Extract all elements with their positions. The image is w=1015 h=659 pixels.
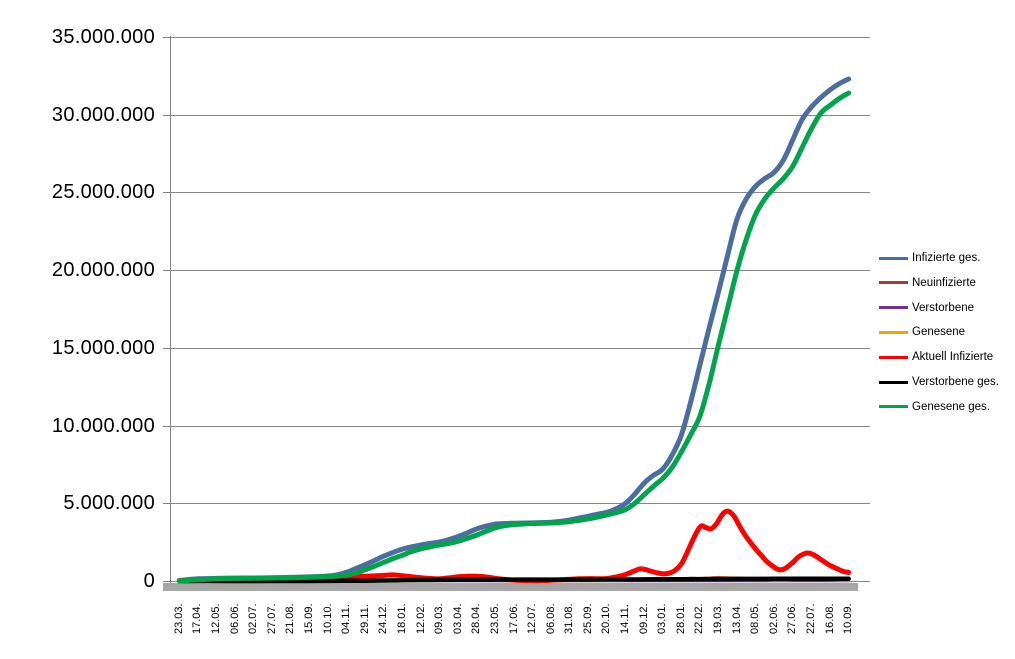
x-tick-label: 17.06.: [507, 603, 520, 634]
legend-label: Verstorbene: [912, 301, 975, 314]
legend-line-swatch: [879, 380, 908, 384]
x-tick-label: 03.04.: [451, 603, 464, 634]
x-tick-label: 28.04.: [470, 603, 483, 634]
legend-entry-neuinfizierte: Neuinfizierte: [879, 273, 976, 293]
x-tick-label: 13.04.: [730, 603, 743, 634]
x-tick-label: 08.05.: [749, 603, 762, 634]
x-tick-label: 12.02.: [414, 603, 427, 634]
legend-label: Infizierte ges.: [912, 252, 981, 264]
y-tick-label: 30.000.000: [51, 103, 155, 126]
x-tick-label: 16.08.: [823, 603, 836, 634]
legend-label: Genesene ges.: [912, 400, 991, 413]
y-tick-label: 25.000.000: [51, 181, 155, 204]
legend-entry-verstorbene-ges: Verstorbene ges.: [879, 372, 999, 392]
legend-line-swatch: [879, 405, 908, 409]
series-line-verstorbene-ges: [177, 576, 851, 584]
legend-line-swatch: [879, 306, 908, 310]
x-tick-label: 23.05.: [488, 603, 501, 634]
x-tick-label: 10.10.: [321, 603, 334, 634]
x-tick-label: 09.12.: [637, 603, 650, 634]
legend-entry-aktuell-infizierte: Aktuell Infizierte: [879, 347, 993, 367]
x-tick-label: 24.12.: [377, 603, 390, 634]
x-tick-label: 06.08.: [544, 603, 557, 634]
series-line-aktuell-infizierte: [176, 508, 852, 584]
x-tick-label: 22.02.: [693, 603, 706, 634]
x-tick-label: 06.06.: [228, 603, 241, 634]
x-tick-label: 10.09.: [842, 603, 855, 634]
x-tick-label: 28.01.: [674, 603, 687, 634]
x-tick-label: 12.07.: [526, 603, 539, 634]
y-tick-label: 0: [143, 570, 155, 592]
x-tick-label: 18.01.: [395, 603, 408, 634]
x-tick-label: 02.07.: [247, 603, 260, 634]
legend-label: Verstorbene ges.: [912, 376, 999, 388]
x-tick-label: 29.11.: [358, 604, 371, 634]
legend-line-swatch: [879, 330, 908, 334]
y-tick-label: 10.000.000: [51, 414, 155, 437]
legend-line-swatch: [879, 281, 908, 285]
x-tick-label: 31.08.: [563, 603, 576, 634]
y-tick-label: 15.000.000: [51, 336, 155, 359]
x-tick-label: 04.11.: [340, 604, 353, 634]
x-tick-label: 17.04.: [191, 603, 204, 634]
legend-line-swatch: [879, 256, 908, 260]
x-tick-label: 02.06.: [767, 603, 780, 634]
legend-label: Neuinfizierte: [912, 276, 976, 289]
x-axis-shadow-bar: [163, 583, 858, 591]
y-tick-label: 5.000.000: [63, 492, 155, 515]
legend-entry-genesene: Genesene: [879, 322, 965, 342]
x-tick-label: 14.11.: [619, 604, 632, 634]
x-tick-label: 03.01.: [656, 603, 669, 634]
x-tick-label: 21.08.: [284, 603, 297, 634]
legend-entry-verstorbene: Verstorbene: [879, 298, 974, 318]
legend-line-swatch: [879, 355, 908, 359]
x-tick-label: 27.06.: [786, 603, 799, 634]
legend-entry-genesene-ges: Genesene ges.: [879, 397, 990, 417]
y-tick-label: 35.000.000: [51, 26, 155, 48]
legend-entry-infizierte-ges: Infizierte ges.: [879, 248, 980, 268]
x-tick-label: 22.07.: [805, 603, 817, 634]
x-tick-label: 27.07.: [265, 603, 278, 634]
x-tick-label: 15.09.: [302, 603, 315, 634]
series-line-genesene-ges: [176, 90, 852, 584]
x-tick-label: 12.05.: [209, 603, 222, 634]
x-tick-label: 25.09.: [581, 603, 594, 634]
x-tick-label: 23.03.: [172, 603, 185, 634]
series-line-infizierte-ges: [176, 76, 852, 583]
legend-label: Genesene: [912, 326, 966, 339]
y-tick-label: 20.000.000: [51, 259, 155, 282]
x-tick-label: 20.10.: [600, 603, 613, 634]
x-tick-label: 19.03.: [712, 603, 725, 634]
legend-label: Aktuell Infizierte: [912, 351, 994, 364]
x-tick-label: 09.03.: [433, 603, 446, 634]
